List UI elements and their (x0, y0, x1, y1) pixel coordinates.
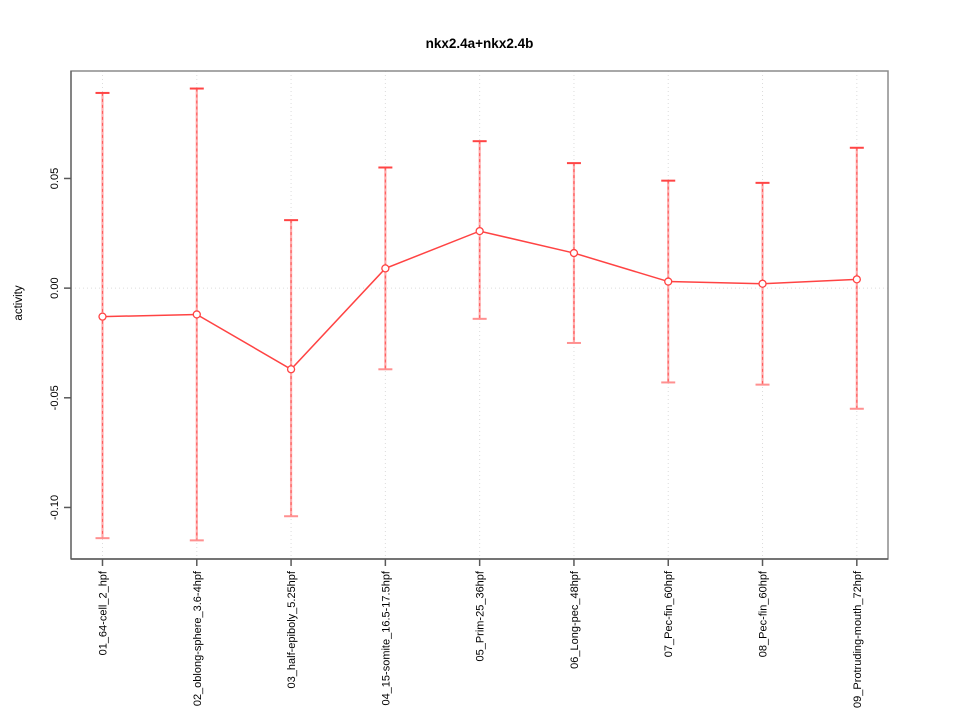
data-point (852, 275, 861, 284)
x-tick-label: 07_Pec-fin_60hpf (663, 570, 675, 657)
x-tick-label: 09_Protruding-mouth_72hpf (852, 570, 864, 708)
data-point (569, 248, 579, 258)
data-point (758, 279, 767, 288)
x-tick-label: 02_oblong-sphere_3.6-4hpf (192, 570, 204, 706)
data-point (475, 226, 484, 236)
chart-title: nkx2.4a+nkx2.4b (425, 36, 534, 51)
x-tick-label: 05_Prim-25_36hpf (475, 570, 487, 661)
x-tick-label: 06_Long-pec_48hpf (569, 570, 581, 669)
x-tick-label: 08_Pec-fin_60hpf (758, 570, 770, 657)
data-point (381, 264, 390, 273)
data-point (192, 310, 201, 319)
y-tick-label: 0.05 (49, 168, 61, 189)
data-point (664, 277, 673, 286)
data-point (98, 312, 107, 321)
y-tick-label: 0.00 (49, 277, 61, 298)
x-tick-label: 03_half-epiboly_5.25hpf (286, 570, 298, 688)
x-tick-label: 01_64-cell_2_hpf (97, 570, 109, 655)
y-tick-label: -0.05 (49, 385, 61, 410)
data-point (286, 365, 296, 374)
y-tick-label: -0.10 (49, 495, 61, 520)
x-tick-label: 04_15-somite_16.5-17.5hpf (380, 570, 392, 705)
